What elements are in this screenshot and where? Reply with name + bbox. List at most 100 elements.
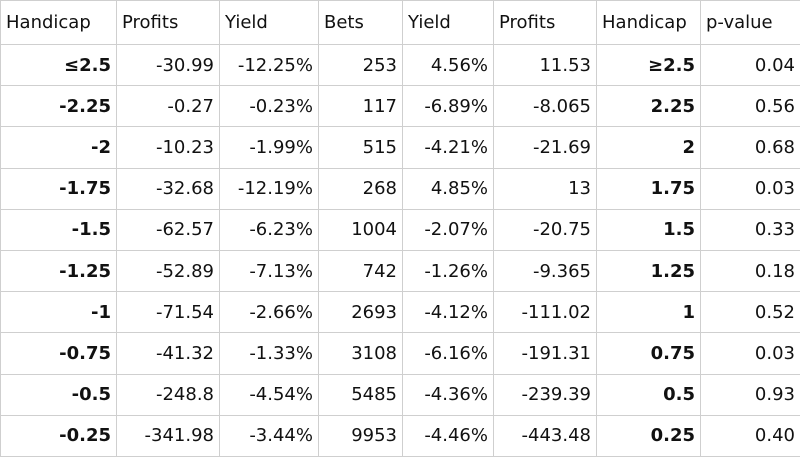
cell-handicap-left: -2 [0,126,117,169]
header-yield-left: Yield [219,0,319,45]
table-row: -0.5 -248.8 -4.54% 5485 -4.36% -239.39 0.5 0.93 [0,373,800,416]
cell-profits-left: -0.27 [116,85,220,128]
header-p-value: p-value [700,0,800,45]
table-row: -1.5 -62.57 -6.23% 1004 -2.07% -20.75 1.5 0.33 [0,208,800,251]
cell-bets: 5485 [318,373,403,416]
cell-handicap-right: 1.75 [596,167,701,210]
header-handicap-right: Handicap [596,0,701,45]
cell-yield-left: -12.25% [219,43,319,87]
table-header: Handicap Profits Yield Bets Yield Profit… [0,0,800,45]
cell-handicap-right: 2.25 [596,85,701,128]
cell-yield-right: -4.46% [402,414,494,457]
header-profits-right: Profits [493,0,597,45]
table-row: -0.25 -341.98 -3.44% 9953 -4.46% -443.48 0.25 0… [0,414,800,457]
cell-handicap-left: -1 [0,291,117,334]
cell-profits-left: -62.57 [116,208,220,251]
cell-p-value: 0.68 [700,126,800,169]
cell-profits-left: -248.8 [116,373,220,416]
cell-p-value: 0.18 [700,249,800,293]
cell-profits-right: -443.48 [493,414,597,457]
cell-profits-left: -32.68 [116,167,220,210]
cell-profits-left: -71.54 [116,291,220,334]
cell-bets: 1004 [318,208,403,251]
cell-profits-right: 11.53 [493,43,597,87]
cell-handicap-right: ≥2.5 [596,43,701,87]
cell-yield-right: -4.21% [402,126,494,169]
cell-yield-right: 4.56% [402,43,494,87]
cell-p-value: 0.52 [700,291,800,334]
table-row: -1.25 -52.89 -7.13% 742 -1.26% -9.365 1.25 0.18 [0,249,800,293]
cell-bets: 268 [318,167,403,210]
cell-profits-right: -111.02 [493,291,597,334]
cell-yield-right: -4.12% [402,291,494,334]
cell-profits-right: -191.31 [493,332,597,375]
cell-profits-right: -20.75 [493,208,597,251]
cell-handicap-left: -2.25 [0,85,117,128]
cell-yield-right: -1.26% [402,249,494,293]
cell-profits-right: -9.365 [493,249,597,293]
cell-p-value: 0.33 [700,208,800,251]
table-row: -1 -71.54 -2.66% 2693 -4.12% -111.02 1 0.52 [0,291,800,334]
header-profits-left: Profits [116,0,220,45]
cell-yield-left: -12.19% [219,167,319,210]
cell-bets: 2693 [318,291,403,334]
cell-handicap-left: -0.75 [0,332,117,375]
cell-handicap-left: ≤2.5 [0,43,117,87]
table-row: ≤2.5 -30.99 -12.25% 253 4.56% 11.53 ≥2.5 0.04 [0,43,800,87]
cell-p-value: 0.56 [700,85,800,128]
cell-bets: 9953 [318,414,403,457]
cell-handicap-right: 1.25 [596,249,701,293]
cell-profits-left: -341.98 [116,414,220,457]
table-row: -1.75 -32.68 -12.19% 268 4.85% 13 1.75 0.03 [0,167,800,210]
cell-handicap-left: -1.75 [0,167,117,210]
cell-handicap-right: 1.5 [596,208,701,251]
header-row: Handicap Profits Yield Bets Yield Profit… [0,0,800,45]
cell-p-value: 0.03 [700,332,800,375]
table-row: -2 -10.23 -1.99% 515 -4.21% -21.69 2 0.68 [0,126,800,169]
cell-handicap-right: 2 [596,126,701,169]
cell-bets: 117 [318,85,403,128]
cell-p-value: 0.40 [700,414,800,457]
cell-yield-right: -2.07% [402,208,494,251]
cell-yield-right: 4.85% [402,167,494,210]
cell-yield-right: -4.36% [402,373,494,416]
cell-profits-left: -30.99 [116,43,220,87]
cell-profits-right: -8.065 [493,85,597,128]
cell-yield-left: -2.66% [219,291,319,334]
cell-profits-left: -41.32 [116,332,220,375]
cell-handicap-right: 1 [596,291,701,334]
cell-profits-left: -10.23 [116,126,220,169]
cell-bets: 515 [318,126,403,169]
cell-handicap-right: 0.25 [596,414,701,457]
cell-profits-right: 13 [493,167,597,210]
cell-handicap-left: -1.5 [0,208,117,251]
cell-yield-left: -4.54% [219,373,319,416]
header-yield-right: Yield [402,0,494,45]
table-row: -2.25 -0.27 -0.23% 117 -6.89% -8.065 2.25 0.56 [0,85,800,128]
cell-handicap-left: -0.5 [0,373,117,416]
cell-handicap-left: -0.25 [0,414,117,457]
cell-yield-left: -7.13% [219,249,319,293]
cell-profits-right: -239.39 [493,373,597,416]
cell-yield-right: -6.89% [402,85,494,128]
table-body: ≤2.5 -30.99 -12.25% 253 4.56% 11.53 ≥2.5 0.04 -2… [0,43,800,457]
cell-handicap-right: 0.75 [596,332,701,375]
cell-bets: 742 [318,249,403,293]
cell-bets: 253 [318,43,403,87]
table-row: -0.75 -41.32 -1.33% 3108 -6.16% -191.31 0.75 0.… [0,332,800,375]
cell-yield-left: -0.23% [219,85,319,128]
cell-yield-right: -6.16% [402,332,494,375]
cell-yield-left: -3.44% [219,414,319,457]
cell-handicap-left: -1.25 [0,249,117,293]
cell-yield-left: -1.33% [219,332,319,375]
cell-p-value: 0.03 [700,167,800,210]
cell-profits-left: -52.89 [116,249,220,293]
cell-p-value: 0.93 [700,373,800,416]
header-bets: Bets [318,0,403,45]
cell-yield-left: -1.99% [219,126,319,169]
cell-yield-left: -6.23% [219,208,319,251]
cell-bets: 3108 [318,332,403,375]
cell-profits-right: -21.69 [493,126,597,169]
cell-p-value: 0.04 [700,43,800,87]
